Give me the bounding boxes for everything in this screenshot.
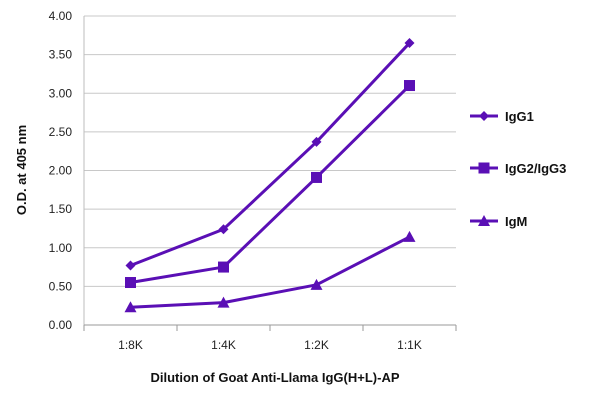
data-point <box>310 278 323 290</box>
data-point <box>404 38 415 49</box>
legend-marker <box>479 111 489 121</box>
data-point <box>217 296 230 308</box>
y-tick-label: 3.00 <box>49 86 73 100</box>
data-point <box>125 260 136 271</box>
x-tick-label: 1:2K <box>304 338 329 352</box>
series-line <box>130 84 411 284</box>
x-tick-label: 1:4K <box>211 338 236 352</box>
legend-marker <box>478 162 490 174</box>
data-point <box>124 301 137 313</box>
axes <box>83 16 456 326</box>
x-axis-title: Dilution of Goat Anti-Llama IgG(H+L)-AP <box>150 370 399 385</box>
data-point <box>404 80 415 92</box>
data-point <box>311 136 322 147</box>
y-tick-label: 4.00 <box>49 9 73 23</box>
x-axis-ticks: 1:8K 1:4K 1:2K 1:1K <box>83 325 457 352</box>
y-axis-ticks: 0.00 0.50 1.00 1.50 2.00 2.50 3.00 3.50 4.00 <box>49 9 73 332</box>
series-line <box>129 42 411 267</box>
series-group <box>124 38 416 313</box>
x-tick-label: 1:1K <box>397 338 422 352</box>
legend-label: IgM <box>505 214 527 229</box>
y-axis-title: O.D. at 405 nm <box>14 125 29 215</box>
data-point <box>125 277 136 289</box>
data-point <box>403 230 416 242</box>
x-tick-label: 1:8K <box>118 338 143 352</box>
legend: IgG1 IgG2/IgG3 IgM <box>470 109 566 229</box>
data-point <box>311 171 322 183</box>
y-tick-label: 1.00 <box>49 241 73 255</box>
data-point <box>218 224 229 235</box>
data-point <box>218 261 229 273</box>
series-line <box>130 235 411 309</box>
y-tick-label: 2.50 <box>49 125 73 139</box>
y-tick-label: 2.00 <box>49 164 73 178</box>
y-tick-label: 1.50 <box>49 202 73 216</box>
y-tick-label: 0.00 <box>49 318 73 332</box>
gridlines <box>84 15 456 287</box>
legend-marker <box>478 215 490 226</box>
y-tick-label: 0.50 <box>49 279 73 293</box>
legend-label: IgG2/IgG3 <box>505 161 566 176</box>
legend-label: IgG1 <box>505 109 534 124</box>
y-tick-label: 3.50 <box>49 48 73 62</box>
